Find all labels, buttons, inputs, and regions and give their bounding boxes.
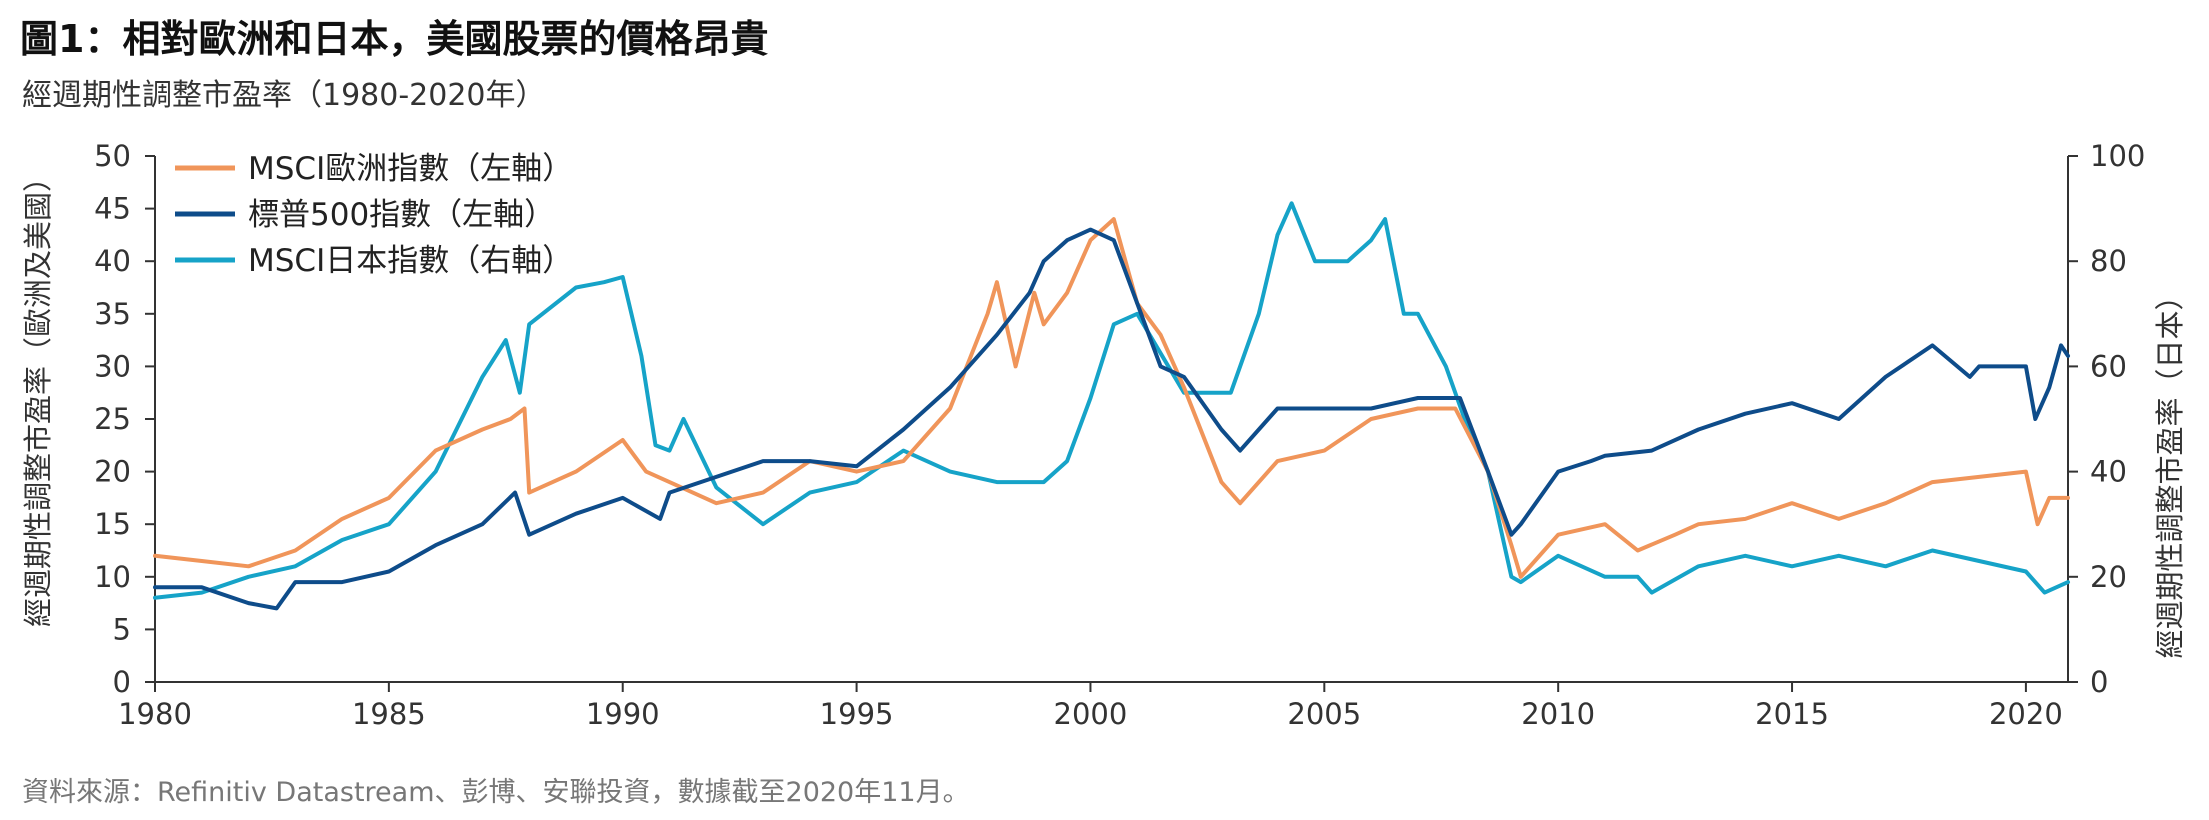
x-tick-label: 1995	[820, 697, 894, 731]
source-note: 資料來源：Refinitiv Datastream、彭博、安聯投資，數據截至20…	[22, 777, 970, 808]
x-tick-label: 1990	[586, 697, 660, 731]
chart-legend: MSCI歐洲指數（左軸） 標普500指數（左軸） MSCI日本指數（右軸）	[175, 151, 573, 279]
y-axis-left-title: 經週期性調整市盈率（歐洲及美國）	[21, 163, 55, 627]
chart-series	[153, 201, 2070, 611]
y-left-tick-label: 0	[113, 665, 131, 699]
y-right-tick-label: 40	[2090, 455, 2127, 489]
legend-label-2: MSCI日本指數（右軸）	[248, 243, 573, 279]
legend-label-0: MSCI歐洲指數（左軸）	[248, 151, 573, 187]
x-tick-label: 1980	[118, 697, 192, 731]
y-right-tick-label: 60	[2090, 349, 2127, 383]
y-right-tick-label: 80	[2090, 244, 2127, 278]
x-tick-label: 2005	[1287, 697, 1361, 731]
y-left-tick-label: 20	[94, 455, 131, 489]
y-left-tick-label: 50	[94, 139, 131, 173]
y-left-tick-label: 30	[94, 349, 131, 383]
series-line-0	[153, 217, 2070, 579]
chart-subtitle: 經週期性調整市盈率（1980-2020年）	[22, 78, 546, 113]
chart-title: 圖1：相對歐洲和日本，美國股票的價格昂貴	[20, 17, 769, 61]
y-right-tick-label: 100	[2090, 139, 2145, 173]
x-tick-label: 2020	[1989, 697, 2063, 731]
x-tick-label: 2010	[1521, 697, 1595, 731]
x-tick-label: 2000	[1054, 697, 1128, 731]
y-right-tick-label: 20	[2090, 560, 2127, 594]
y-left-tick-label: 5	[113, 612, 131, 646]
y-axis-right-title: 經週期性調整市盈率（日本）	[2153, 281, 2187, 658]
y-left-tick-label: 40	[94, 244, 131, 278]
y-left-tick-label: 35	[94, 297, 131, 331]
chart-axes: 0 5 10 15 20 25 30 35 40 45 50 0 20 40 60 80 100 1980 1985…	[94, 139, 2145, 731]
y-left-tick-label: 25	[94, 402, 131, 436]
y-left-tick-label: 45	[94, 192, 131, 226]
legend-label-1: 標普500指數（左軸）	[248, 197, 555, 233]
x-tick-label: 2015	[1755, 697, 1829, 731]
y-left-tick-label: 15	[94, 507, 131, 541]
y-left-tick-label: 10	[94, 560, 131, 594]
series-line-1	[153, 227, 2070, 611]
x-tick-label: 1985	[352, 697, 426, 731]
y-right-tick-label: 0	[2090, 665, 2108, 699]
